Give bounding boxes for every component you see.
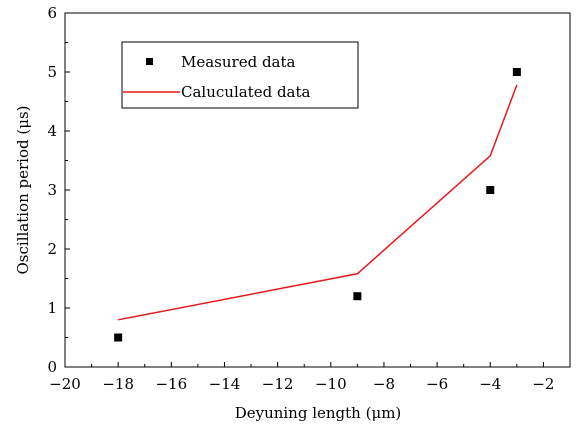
series-layer	[114, 68, 521, 342]
legend-label-measured: Measured data	[181, 53, 296, 71]
x-tick-label: −12	[262, 375, 294, 393]
y-tick-label: 4	[47, 122, 57, 140]
x-tick-label: −10	[315, 375, 347, 393]
legend-marker-measured	[146, 58, 153, 65]
x-axis-title: Deyuning length (μm)	[235, 404, 402, 422]
x-tick-label: −4	[479, 375, 501, 393]
measured-point	[114, 333, 123, 342]
legend: Measured data Caluculated data	[121, 41, 359, 109]
x-tick-label: −8	[373, 375, 395, 393]
y-tick-label: 2	[47, 240, 57, 258]
legend-label-calculated: Caluculated data	[181, 83, 311, 101]
measured-point	[512, 68, 521, 76]
x-tick-label: −2	[532, 375, 554, 393]
y-axis: 0 1 2 3 4 5 6	[47, 4, 70, 376]
y-tick-label: 5	[47, 63, 57, 81]
x-axis: −20 −18 −16 −14 −12 −10 −8 −6 −4 −2	[49, 362, 571, 393]
y-axis-title: Oscillation period (μs)	[14, 105, 32, 274]
x-tick-label: −16	[155, 375, 187, 393]
y-tick-label: 1	[47, 299, 57, 317]
y-tick-label: 0	[47, 358, 57, 376]
x-tick-label: −18	[102, 375, 134, 393]
calculated-line	[118, 84, 518, 321]
x-tick-label: −14	[209, 375, 241, 393]
x-tick-label: −20	[49, 375, 81, 393]
y-tick-label: 3	[47, 181, 57, 199]
y-tick-label: 6	[47, 4, 57, 22]
measured-point	[353, 292, 362, 301]
measured-point	[486, 186, 495, 194]
legend-box	[121, 41, 359, 109]
x-tick-label: −6	[426, 375, 448, 393]
